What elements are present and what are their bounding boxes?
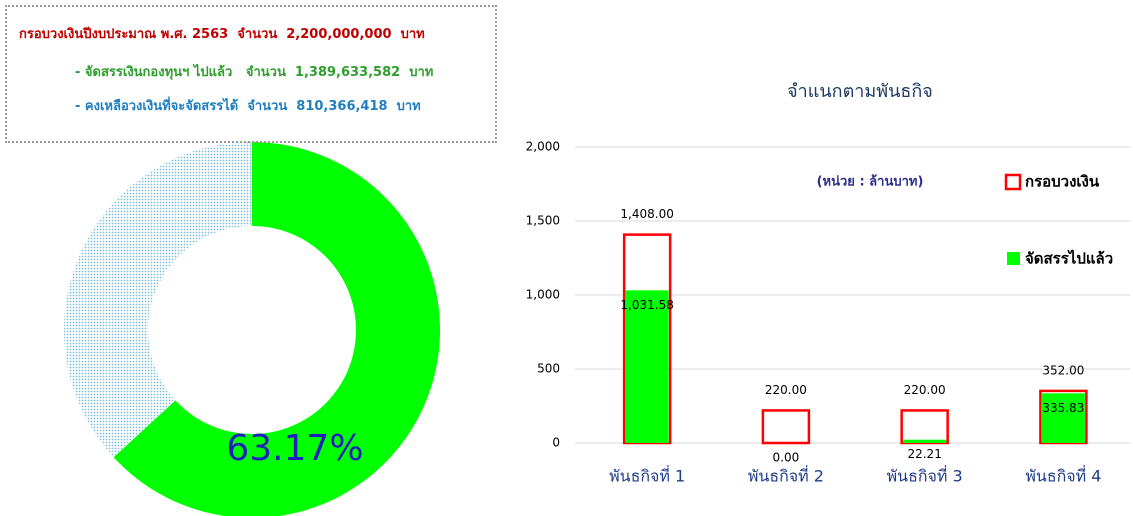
donut-segment	[63, 142, 252, 458]
bar	[900, 409, 949, 445]
bar	[761, 409, 811, 445]
y-tick-label: 1,500	[526, 214, 560, 228]
data-label: 63.17%	[226, 428, 363, 469]
x-tick-label: พันธกิจที่ 4	[1025, 465, 1101, 486]
x-tick-label: พันธกิจที่ 2	[748, 465, 824, 486]
y-tick-label: 0	[552, 436, 560, 450]
y-tick-label: 2,000	[526, 140, 560, 154]
chart-title: จำแนกตามพันธกิจ	[787, 81, 933, 102]
data-label: 220.00	[904, 383, 946, 397]
donut-segment	[113, 142, 440, 516]
legend-label: กรอบวงเงิน	[1025, 173, 1100, 191]
bar	[625, 290, 669, 443]
data-label: 352.00	[1042, 363, 1084, 377]
data-label: 22.21	[907, 447, 941, 461]
data-label: 1,031.58	[620, 298, 673, 312]
x-tick-label: พันธกิจที่ 1	[609, 465, 685, 486]
summary-box: กรอบวงเงินปีงบประมาณ พ.ศ. 2563 จำนวน 2,2…	[5, 5, 497, 143]
data-label: 220.00	[765, 383, 807, 397]
data-label: 1,408.00	[620, 207, 673, 221]
legend-label: จัดสรรไปแล้ว	[1025, 249, 1113, 268]
bar	[903, 439, 947, 443]
legend-swatch	[1004, 173, 1022, 191]
x-tick-label: พันธกิจที่ 3	[887, 465, 963, 486]
y-tick-label: 500	[537, 362, 560, 376]
summary-line: กรอบวงเงินปีงบประมาณ พ.ศ. 2563 จำนวน 2,2…	[19, 27, 425, 42]
legend-swatch	[1007, 252, 1020, 265]
data-label: 0.00	[773, 451, 800, 465]
summary-line: - คงเหลือวงเงินที่จะจัดสรรได้ จำนวน 810,…	[75, 99, 421, 114]
summary-line: - จัดสรรเงินกองทุนฯ ไปแล้ว จำนวน 1,389,6…	[75, 65, 434, 80]
bar	[1041, 393, 1085, 443]
data-label: 335.83	[1042, 401, 1084, 415]
chart-subtitle: (หน่วย : ล้านบาท)	[817, 174, 924, 190]
y-tick-label: 1,000	[526, 288, 560, 302]
